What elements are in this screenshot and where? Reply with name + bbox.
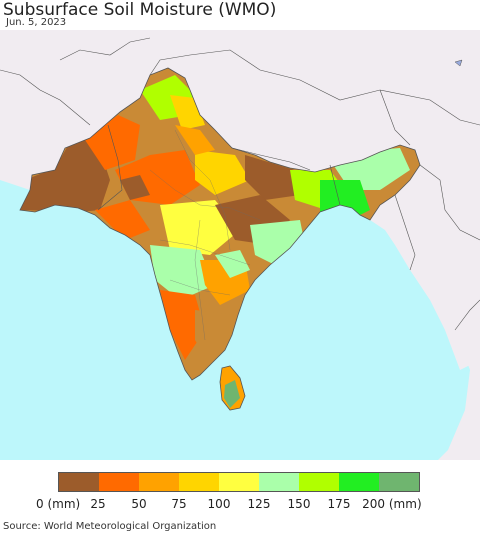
legend-swatch bbox=[339, 473, 379, 491]
legend-swatch bbox=[379, 473, 419, 491]
soil-moisture-map bbox=[0, 30, 480, 460]
legend-label: 150 bbox=[287, 497, 311, 511]
legend-swatch bbox=[219, 473, 259, 491]
country-borders bbox=[0, 37, 480, 331]
map-title: Subsurface Soil Moisture (WMO) bbox=[3, 0, 277, 20]
legend-label: 100 bbox=[207, 497, 231, 511]
legend-swatch bbox=[299, 473, 339, 491]
state-borders bbox=[149, 129, 261, 341]
legend-label: 50 bbox=[131, 497, 147, 511]
map-canvas bbox=[0, 30, 480, 460]
legend-label: 175 bbox=[327, 497, 351, 511]
legend-color-bar bbox=[58, 472, 420, 492]
legend-label: 200 (mm) bbox=[362, 497, 422, 511]
source-credit: Source: World Meteorological Organizatio… bbox=[3, 521, 217, 532]
legend-swatch bbox=[99, 473, 139, 491]
legend-label: 0 (mm) bbox=[36, 497, 81, 511]
legend-swatch bbox=[59, 473, 99, 491]
legend-label: 25 bbox=[90, 497, 106, 511]
map-date: Jun. 5, 2023 bbox=[6, 17, 67, 28]
legend-swatch bbox=[179, 473, 219, 491]
land-southeast-peninsula bbox=[410, 270, 480, 460]
legend-label: 125 bbox=[247, 497, 271, 511]
maldives-islands bbox=[454, 59, 463, 67]
legend-swatch bbox=[259, 473, 299, 491]
legend-label: 75 bbox=[171, 497, 187, 511]
legend-swatch bbox=[139, 473, 179, 491]
sri-lanka-wet-zone bbox=[224, 380, 240, 408]
